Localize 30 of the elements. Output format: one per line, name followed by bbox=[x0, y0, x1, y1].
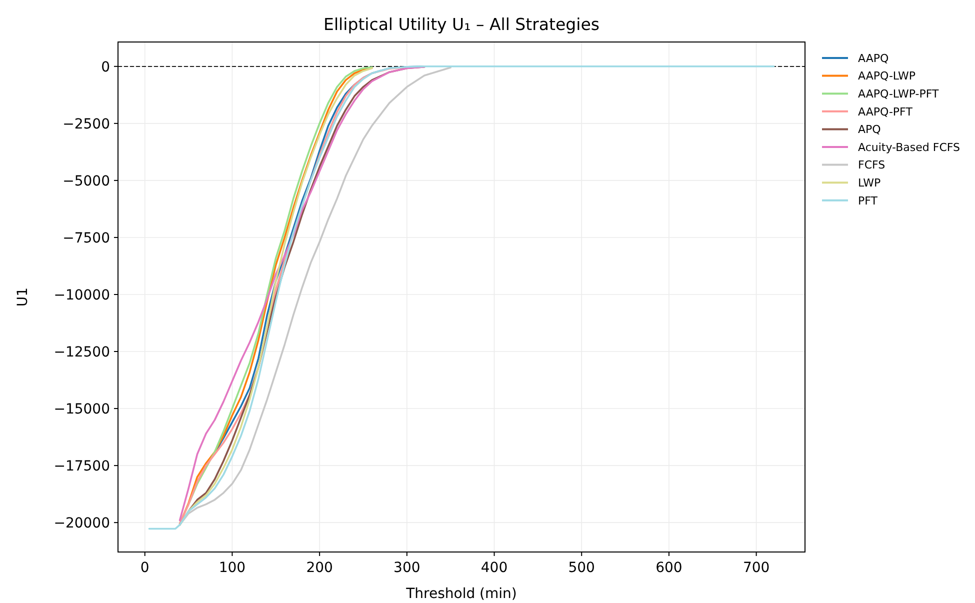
legend-label: FCFS bbox=[858, 158, 886, 172]
y-tick-label: 0 bbox=[101, 59, 110, 76]
legend-label: Acuity-Based FCFS bbox=[858, 140, 960, 154]
chart-title: Elliptical Utility U₁ – All Strategies bbox=[324, 15, 600, 34]
y-tick-label: −2500 bbox=[62, 116, 110, 132]
y-tick-label: −7500 bbox=[62, 230, 110, 246]
legend-label: APQ bbox=[858, 123, 882, 136]
x-tick-label: 100 bbox=[218, 560, 246, 576]
y-tick-label: −20000 bbox=[54, 515, 110, 532]
x-tick-label: 0 bbox=[140, 560, 150, 576]
x-tick-label: 600 bbox=[656, 560, 682, 576]
legend-label: PFT bbox=[858, 194, 878, 208]
y-tick-label: −10000 bbox=[54, 287, 110, 304]
y-axis-title: U1 bbox=[15, 287, 31, 307]
line-series bbox=[148, 66, 775, 530]
x-axis-title: Threshold (min) bbox=[405, 586, 517, 602]
x-tick-label: 400 bbox=[480, 560, 508, 576]
x-tick-label: 300 bbox=[394, 560, 420, 576]
legend-label: AAPQ-LWP-PFT bbox=[858, 87, 940, 100]
y-tick-label: −15000 bbox=[54, 401, 110, 418]
x-tick-label: 700 bbox=[742, 560, 770, 576]
legend-label: AAPQ-PFT bbox=[858, 105, 913, 118]
y-tick-label: −12500 bbox=[54, 344, 110, 360]
x-tick-label: 200 bbox=[306, 560, 333, 576]
legend-label: AAPQ-LWP bbox=[858, 70, 916, 83]
legend-label: LWP bbox=[858, 176, 881, 190]
y-tick-label: −5000 bbox=[62, 173, 110, 190]
x-tick-label: 500 bbox=[568, 560, 595, 576]
y-tick-label: −17500 bbox=[54, 458, 110, 474]
legend-label: AAPQ bbox=[858, 52, 889, 65]
